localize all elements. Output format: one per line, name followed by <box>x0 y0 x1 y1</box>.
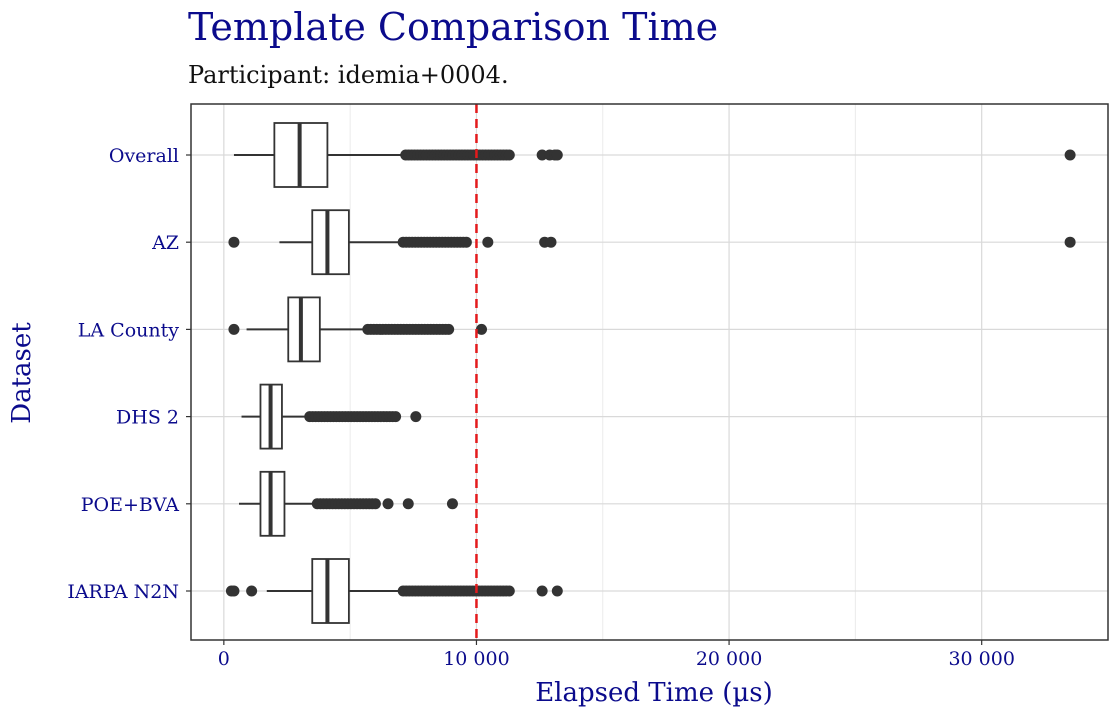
y-tick-label: POE+BVA <box>81 494 180 516</box>
outlier-point <box>551 585 563 597</box>
x-tick-label: 10 000 <box>443 648 509 670</box>
x-tick-label: 30 000 <box>948 648 1014 670</box>
panel-border <box>190 103 1109 641</box>
outlier-point <box>382 498 394 510</box>
outlier-point <box>536 585 548 597</box>
outlier-point <box>1064 149 1076 161</box>
box-iqr <box>311 209 350 276</box>
outlier-point <box>460 236 472 248</box>
box-iqr <box>311 558 350 624</box>
y-tick-label: LA County <box>78 319 179 341</box>
outlier-point <box>545 236 557 248</box>
outlier-point <box>503 149 515 161</box>
y-axis-label: Dataset <box>7 322 37 424</box>
x-tick-label: 20 000 <box>696 648 762 670</box>
outlier-point <box>482 236 494 248</box>
outlier-point <box>551 149 563 161</box>
y-tick-label: IARPA N2N <box>67 581 179 603</box>
chart-subtitle: Participant: idemia+0004. <box>188 61 509 89</box>
y-tick-label: DHS 2 <box>116 407 179 429</box>
outlier-point <box>503 585 515 597</box>
outlier-point <box>476 323 488 335</box>
y-tick-label: Overall <box>109 145 179 167</box>
x-axis-label: Elapsed Time (µs) <box>535 678 773 708</box>
box-iqr <box>287 296 321 363</box>
outlier-point <box>446 498 458 510</box>
outlier-point <box>246 585 258 597</box>
y-tick-label: AZ <box>151 232 179 254</box>
outlier-point <box>390 411 402 423</box>
outlier-point <box>228 323 240 335</box>
outlier-point <box>536 149 548 161</box>
outlier-point <box>369 498 381 510</box>
outlier-point <box>410 411 422 423</box>
outlier-point <box>443 323 455 335</box>
outlier-point <box>228 236 240 248</box>
outlier-point <box>1064 236 1076 248</box>
outlier-point <box>228 585 240 597</box>
outlier-point <box>402 498 414 510</box>
chart-title: Template Comparison Time <box>188 5 718 49</box>
x-tick-label: 0 <box>218 648 230 670</box>
plot-area: Overall AZ LA County DHS 2 POE+BVA IARPA N2N 0… <box>67 103 1109 670</box>
